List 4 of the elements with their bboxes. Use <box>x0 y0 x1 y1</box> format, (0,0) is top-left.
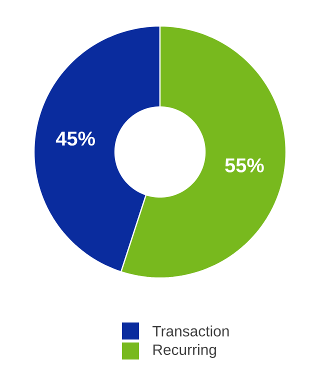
data-label: 55% <box>225 158 264 172</box>
legend-label: Transaction <box>152 326 229 336</box>
data-label: 45% <box>56 132 95 146</box>
legend-label: Recurring <box>153 344 216 358</box>
